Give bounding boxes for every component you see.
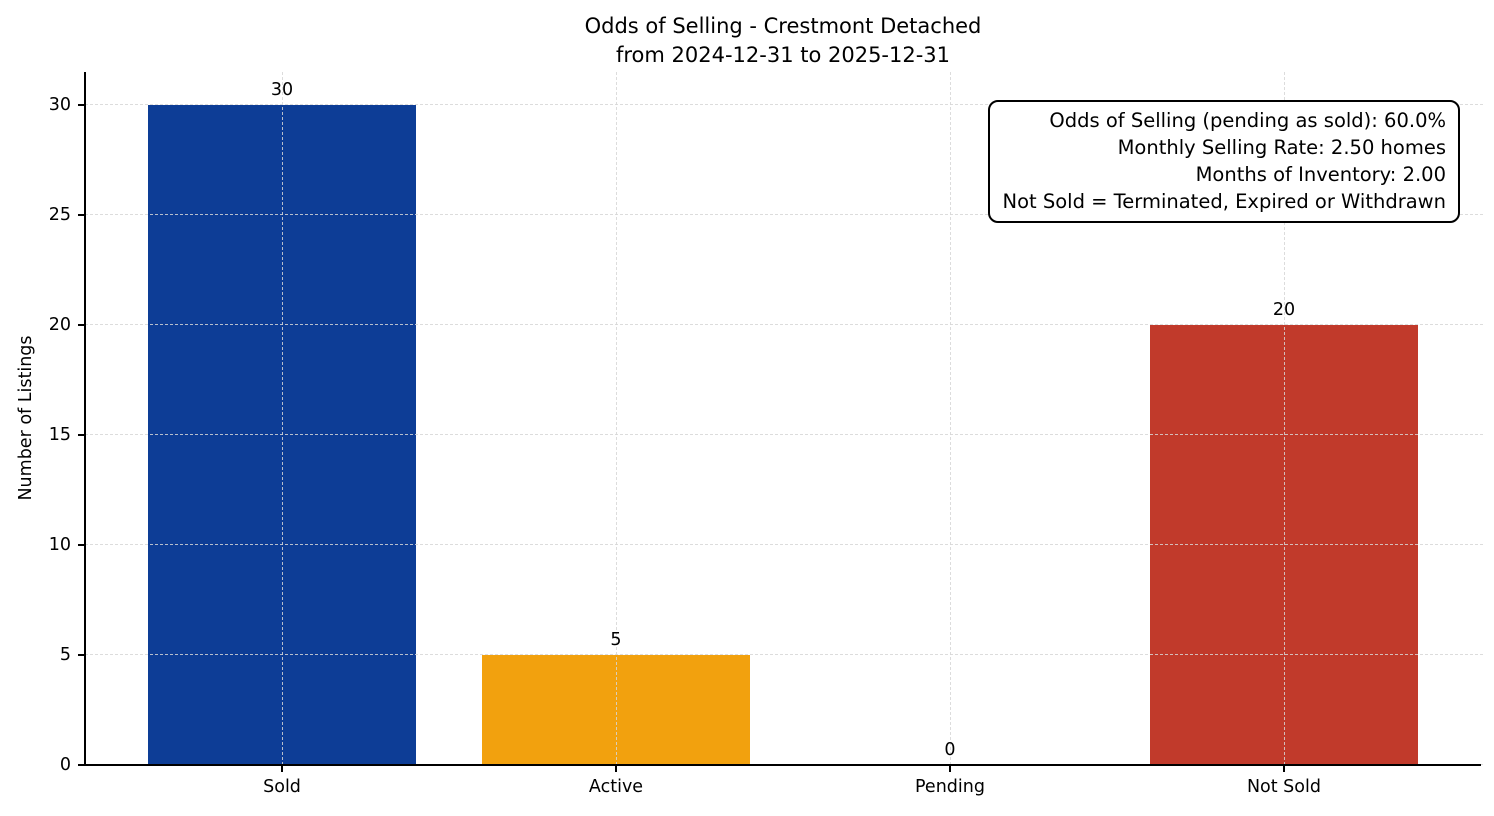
y-tick-label: 20 xyxy=(48,314,71,335)
annotation-line: Months of Inventory: 2.00 xyxy=(1195,163,1446,186)
y-tick-mark xyxy=(78,324,85,327)
bar xyxy=(1150,325,1418,765)
bar-value-label: 30 xyxy=(270,79,294,100)
h-gridline xyxy=(85,104,1483,105)
x-tick-mark xyxy=(615,765,617,772)
x-tick-label: Not Sold xyxy=(1246,777,1321,797)
h-gridline xyxy=(85,654,1483,655)
y-tick-mark xyxy=(78,654,85,657)
v-gridline xyxy=(616,72,617,765)
chart-title-block: Odds of Selling - Crestmont Detached fro… xyxy=(85,12,1481,70)
chart-title: Odds of Selling - Crestmont Detached xyxy=(584,14,982,38)
v-gridline xyxy=(282,72,284,765)
x-axis-spine xyxy=(83,764,1481,766)
v-gridline xyxy=(1283,72,1285,765)
annotation-box: Odds of Selling (pending as sold): 60.0%… xyxy=(988,100,1460,223)
x-tick-mark xyxy=(948,765,951,772)
h-gridline xyxy=(85,544,1483,545)
x-tick-mark xyxy=(281,765,284,772)
y-axis-title: Number of Listings xyxy=(16,335,36,501)
y-axis-spine xyxy=(84,72,86,766)
y-tick-mark xyxy=(78,764,85,766)
bar-value-label: 0 xyxy=(944,739,956,760)
annotation-line: Odds of Selling (pending as sold): 60.0% xyxy=(1049,109,1446,132)
x-tick-label: Pending xyxy=(915,777,985,797)
y-tick-mark xyxy=(78,214,85,216)
y-tick-mark xyxy=(78,544,85,547)
annotation-line: Monthly Selling Rate: 2.50 homes xyxy=(1117,136,1446,159)
bar-value-label: 20 xyxy=(1272,299,1296,320)
x-tick-mark xyxy=(1282,765,1285,772)
y-tick-label: 5 xyxy=(59,644,71,665)
y-tick-mark xyxy=(78,434,85,436)
plot-area: 0 5 10 15 20 25 30 Sold 30 Active 5 Pending 0 Not Sol… xyxy=(49,72,1483,797)
y-tick-label: 10 xyxy=(48,534,71,555)
h-gridline xyxy=(85,214,1483,215)
y-tick-label: 15 xyxy=(48,424,71,445)
h-gridline xyxy=(85,324,1483,325)
annotation-line: Not Sold = Terminated, Expired or Withdr… xyxy=(1002,190,1446,213)
chart-subtitle: from 2024-12-31 to 2025-12-31 xyxy=(615,43,951,67)
bar-value-label: 5 xyxy=(610,629,622,650)
v-gridline xyxy=(949,72,951,765)
x-tick-label: Sold xyxy=(263,777,301,797)
h-gridline xyxy=(85,434,1483,435)
y-tick-mark xyxy=(78,104,85,106)
y-tick-label: 0 xyxy=(59,754,71,775)
x-tick-label: Active xyxy=(588,777,644,797)
y-tick-label: 30 xyxy=(48,94,71,115)
y-tick-label: 25 xyxy=(48,204,71,225)
